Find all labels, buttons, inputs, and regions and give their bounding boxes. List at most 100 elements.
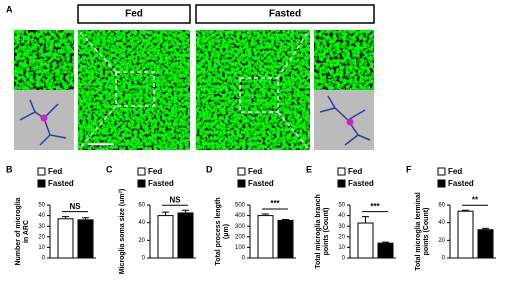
bar bbox=[257, 215, 274, 259]
y-tick-label: 10 bbox=[338, 245, 345, 251]
y-axis-label: in ARC bbox=[23, 220, 30, 243]
error-bar bbox=[262, 213, 269, 216]
legend-swatch bbox=[337, 167, 346, 176]
legend-label: Fasted bbox=[148, 179, 174, 188]
y-tick-label: 40 bbox=[38, 213, 45, 219]
y-tick-label: 200 bbox=[235, 234, 246, 240]
y-tick-label: 60 bbox=[438, 203, 445, 209]
micrograph bbox=[196, 30, 310, 150]
legend-swatch bbox=[437, 179, 446, 188]
bar bbox=[277, 219, 294, 259]
header: Fasted bbox=[269, 9, 301, 20]
bar bbox=[357, 222, 374, 259]
soma bbox=[346, 118, 354, 126]
error-bar bbox=[462, 209, 469, 212]
y-axis-label: points (Count) bbox=[323, 208, 330, 256]
tracing bbox=[314, 90, 374, 150]
error-bar bbox=[182, 209, 189, 213]
micrograph bbox=[314, 30, 374, 90]
y-tick-label: 400 bbox=[235, 213, 246, 219]
y-tick-label: 20 bbox=[138, 238, 145, 244]
legend-label: Fasted bbox=[348, 179, 374, 188]
y-tick-label: 300 bbox=[235, 224, 246, 230]
significance: NS bbox=[169, 195, 181, 204]
bar bbox=[157, 215, 174, 259]
bar bbox=[77, 219, 94, 259]
zoom-guides bbox=[79, 31, 309, 149]
legend-label: Fed bbox=[448, 167, 462, 176]
bar bbox=[377, 242, 394, 259]
panel-label: F bbox=[406, 164, 412, 174]
y-axis-label: (μm) bbox=[223, 224, 230, 239]
legend-swatch bbox=[137, 179, 146, 188]
y-tick-label: 50 bbox=[38, 203, 45, 209]
y-tick-label: 10 bbox=[38, 245, 45, 251]
y-tick-label: 0 bbox=[142, 256, 146, 262]
y-tick-label: 60 bbox=[138, 203, 145, 209]
bar bbox=[457, 210, 474, 259]
legend-label: Fed bbox=[248, 167, 262, 176]
y-axis-label: Total process length bbox=[215, 198, 222, 266]
panel-label: A bbox=[6, 4, 13, 14]
legend-label: Fed bbox=[348, 167, 362, 176]
error-bar bbox=[362, 216, 369, 224]
y-tick-label: 0 bbox=[42, 256, 46, 262]
legend-swatch bbox=[437, 167, 446, 176]
legend-label: Fasted bbox=[448, 179, 474, 188]
tracing-lines bbox=[19, 99, 67, 146]
legend-swatch bbox=[337, 179, 346, 188]
y-axis-label: Total microglia branch bbox=[315, 194, 322, 269]
legend-swatch bbox=[237, 167, 246, 176]
legend-swatch bbox=[237, 179, 246, 188]
bar bbox=[477, 229, 494, 259]
error-bar bbox=[162, 211, 169, 216]
y-tick-label: 0 bbox=[442, 256, 446, 262]
legend-swatch bbox=[37, 167, 46, 176]
soma bbox=[40, 114, 48, 122]
header: Fed bbox=[125, 9, 143, 20]
y-tick-label: 0 bbox=[342, 256, 346, 262]
legend-label: Fasted bbox=[48, 179, 74, 188]
y-tick-label: 20 bbox=[338, 234, 345, 240]
error-bar bbox=[482, 227, 489, 230]
y-tick-label: 40 bbox=[338, 213, 345, 219]
panel-label: E bbox=[306, 164, 312, 174]
significance: ** bbox=[472, 195, 479, 204]
y-tick-label: 20 bbox=[38, 234, 45, 240]
legend-swatch bbox=[137, 167, 146, 176]
tracing-lines bbox=[319, 95, 371, 146]
micrograph bbox=[78, 30, 190, 150]
y-axis-label: Total microglia terminal bbox=[415, 192, 422, 270]
y-tick-label: 40 bbox=[138, 220, 145, 226]
panel-label: B bbox=[6, 164, 13, 174]
y-axis-label: Number of microglia bbox=[15, 197, 22, 265]
y-axis-label: Microglia soma size (um²) bbox=[119, 189, 126, 275]
stain-label: Iba-1 bbox=[16, 33, 35, 42]
significance: NS bbox=[69, 202, 81, 211]
y-tick-label: 30 bbox=[338, 224, 345, 230]
legend-label: Fasted bbox=[248, 179, 274, 188]
y-axis-label: points (Count) bbox=[423, 208, 430, 256]
error-bar bbox=[62, 216, 69, 219]
y-tick-label: 20 bbox=[438, 238, 445, 244]
bar bbox=[177, 212, 194, 259]
y-tick-label: 0 bbox=[242, 256, 246, 262]
panel-label: D bbox=[206, 164, 213, 174]
micrograph bbox=[14, 30, 74, 90]
legend-label: Fed bbox=[148, 167, 162, 176]
bar bbox=[57, 218, 74, 259]
error-bar bbox=[382, 241, 389, 244]
y-tick-label: 100 bbox=[235, 245, 246, 251]
header-box bbox=[77, 4, 191, 24]
y-tick-label: 30 bbox=[38, 224, 45, 230]
legend-label: Fed bbox=[48, 167, 62, 176]
significance: *** bbox=[270, 199, 280, 208]
error-bar bbox=[82, 217, 89, 220]
y-tick-label: 500 bbox=[235, 203, 246, 209]
y-tick-label: 50 bbox=[338, 203, 345, 209]
header-box bbox=[195, 4, 375, 24]
significance: *** bbox=[370, 202, 380, 211]
panel-label: C bbox=[106, 164, 113, 174]
y-tick-label: 40 bbox=[438, 220, 445, 226]
